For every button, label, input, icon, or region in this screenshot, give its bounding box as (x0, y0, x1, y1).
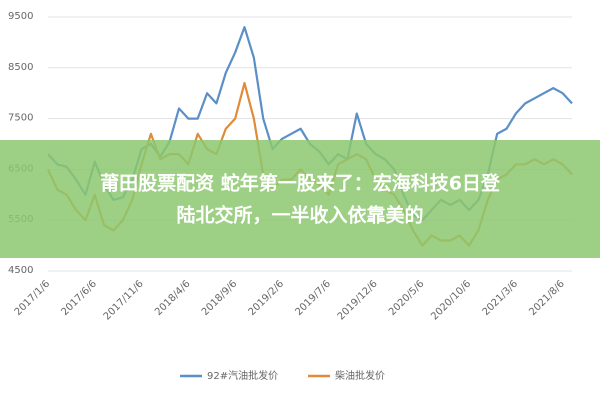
legend-label: 92#汽油批发价 (207, 369, 278, 382)
y-tick-label: 9500 (8, 11, 33, 22)
x-tick-label: 2018/9/6 (200, 278, 240, 318)
x-tick-label: 2021/3/6 (481, 278, 521, 318)
x-tick-label: 2020/5/6 (387, 278, 427, 318)
banner-text: 陆北交所，一半收入依靠美的 (176, 204, 423, 227)
legend-label: 柴油批发价 (335, 369, 385, 382)
x-tick-label: 2017/1/6 (13, 278, 53, 318)
y-tick-label: 4500 (8, 265, 33, 276)
x-tick-label: 2019/2/6 (247, 278, 287, 318)
x-tick-label: 2021/8/6 (527, 278, 567, 318)
y-tick-label: 8500 (8, 62, 33, 73)
x-tick-label: 2017/6/6 (59, 278, 99, 318)
x-tick-label: 2019/7/6 (293, 278, 333, 318)
x-tick-label: 2017/11/6 (102, 278, 146, 322)
x-tick-label: 2018/4/6 (153, 278, 193, 318)
banner-text: 莆田股票配资 蛇年第一股来了：宏海科技6日登 (100, 172, 501, 195)
y-tick-label: 7500 (8, 113, 33, 124)
banner (0, 140, 600, 258)
x-tick-label: 2020/10/6 (429, 278, 473, 322)
x-tick-label: 2019/12/6 (336, 278, 380, 322)
